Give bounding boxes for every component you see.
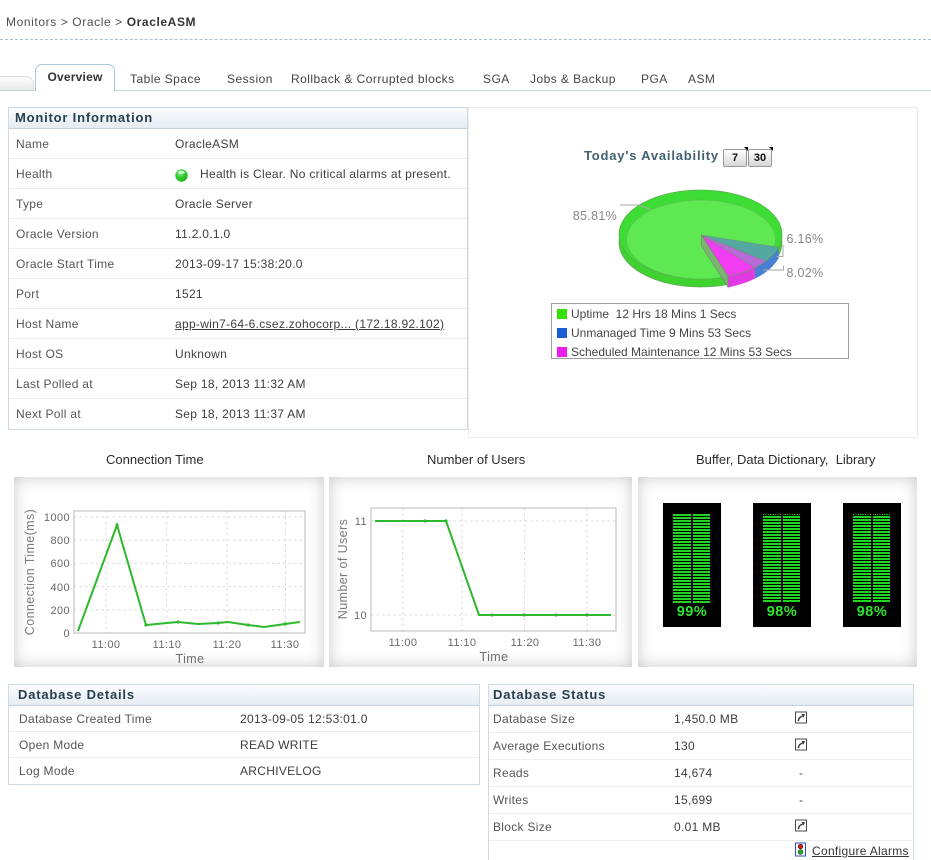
svg-text:11:20: 11:20 — [511, 637, 540, 649]
svg-text:800: 800 — [50, 535, 70, 547]
svg-text:600: 600 — [50, 558, 70, 570]
svg-text:11:10: 11:10 — [448, 637, 477, 649]
svg-text:11:00: 11:00 — [92, 639, 121, 651]
svg-text:11:30: 11:30 — [271, 639, 300, 651]
svg-text:11: 11 — [355, 516, 367, 528]
svg-text:10: 10 — [354, 610, 367, 622]
svg-text:11:10: 11:10 — [153, 639, 182, 651]
svg-text:11:00: 11:00 — [389, 637, 418, 649]
svg-text:Time: Time — [176, 652, 205, 666]
svg-text:0: 0 — [63, 628, 70, 640]
svg-text:200: 200 — [50, 605, 70, 617]
svg-text:11:20: 11:20 — [213, 639, 242, 651]
svg-text:6.16%: 6.16% — [787, 232, 824, 246]
svg-text:Number of Users: Number of Users — [336, 519, 350, 619]
svg-text:Time: Time — [480, 650, 509, 664]
svg-text:85.81%: 85.81% — [573, 209, 617, 223]
svg-text:Connection Time(ms): Connection Time(ms) — [23, 509, 37, 635]
svg-text:11:30: 11:30 — [573, 637, 602, 649]
svg-text:1000: 1000 — [44, 512, 70, 524]
svg-text:8.02%: 8.02% — [787, 266, 824, 280]
svg-text:400: 400 — [50, 582, 70, 594]
